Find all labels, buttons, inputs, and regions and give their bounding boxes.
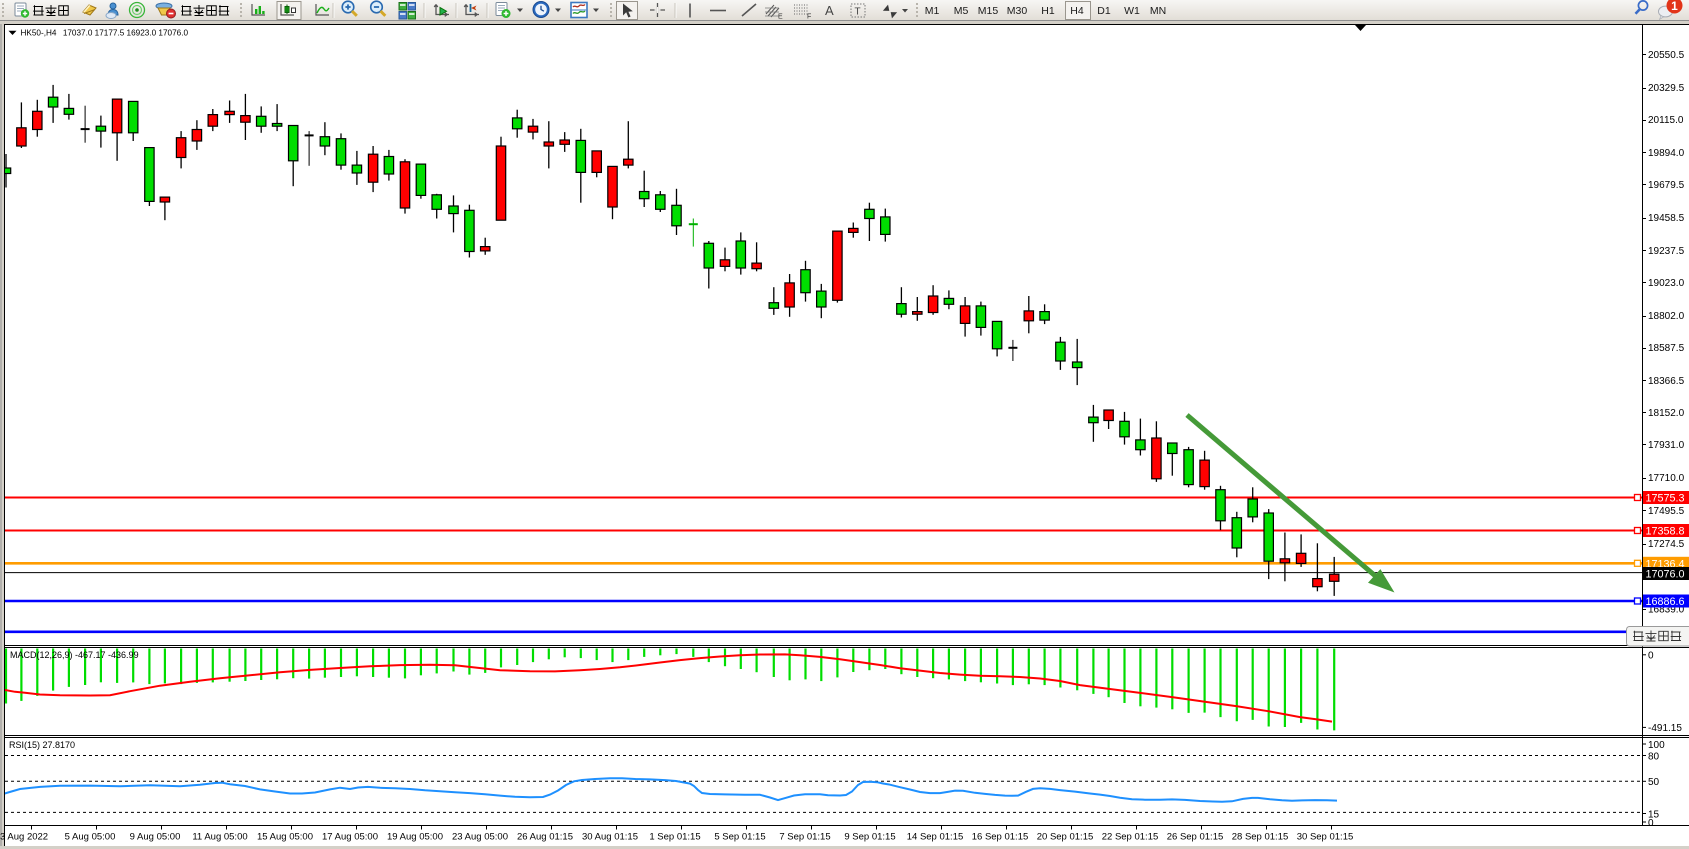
svg-text:16886.6: 16886.6 xyxy=(1646,596,1685,608)
svg-text:18587.5: 18587.5 xyxy=(1648,343,1685,354)
svg-text:30 Aug 01:15: 30 Aug 01:15 xyxy=(582,832,638,843)
svg-text:5 Sep 01:15: 5 Sep 01:15 xyxy=(714,832,765,843)
svg-text:23 Aug 05:00: 23 Aug 05:00 xyxy=(452,832,508,843)
svg-text:17274.5: 17274.5 xyxy=(1648,539,1685,550)
svg-text:0: 0 xyxy=(1648,818,1654,829)
svg-text:80: 80 xyxy=(1648,751,1660,762)
svg-text:W1: W1 xyxy=(1124,5,1140,17)
svg-text:E: E xyxy=(778,14,783,21)
svg-text:D1: D1 xyxy=(1097,5,1111,17)
svg-text:28 Sep 01:15: 28 Sep 01:15 xyxy=(1232,832,1289,843)
svg-text:18366.5: 18366.5 xyxy=(1648,376,1685,387)
svg-text:11 Aug 05:00: 11 Aug 05:00 xyxy=(192,832,247,843)
svg-text:50: 50 xyxy=(1648,777,1660,788)
svg-text:100: 100 xyxy=(1648,740,1665,751)
svg-text:20115.0: 20115.0 xyxy=(1648,115,1684,126)
svg-text:1: 1 xyxy=(1671,0,1678,13)
svg-text:15: 15 xyxy=(1648,809,1660,820)
svg-text:22 Sep 01:15: 22 Sep 01:15 xyxy=(1102,832,1159,843)
svg-text:F: F xyxy=(807,14,811,21)
svg-text:16839.0: 16839.0 xyxy=(1648,604,1685,615)
svg-text:17 Aug 05:00: 17 Aug 05:00 xyxy=(322,832,378,843)
svg-text:17495.5: 17495.5 xyxy=(1648,506,1685,517)
svg-text:M1: M1 xyxy=(925,5,940,17)
svg-text:19 Aug 05:00: 19 Aug 05:00 xyxy=(387,832,443,843)
svg-text:19237.5: 19237.5 xyxy=(1648,246,1685,257)
svg-text:M30: M30 xyxy=(1007,5,1028,17)
svg-text:RSI(15) 27.8170: RSI(15) 27.8170 xyxy=(9,740,75,750)
svg-text:MACD(12,26,9) -467.17 -436.99: MACD(12,26,9) -467.17 -436.99 xyxy=(10,650,139,660)
svg-text:17076.0: 17076.0 xyxy=(1646,569,1685,581)
svg-text:HK50-,H4 17037.0 17177.5 1692: HK50-,H4 17037.0 17177.5 16923.0 17076.0 xyxy=(21,28,189,37)
svg-text:5 Aug 05:00: 5 Aug 05:00 xyxy=(65,832,116,843)
svg-text:15 Aug 05:00: 15 Aug 05:00 xyxy=(257,832,313,843)
svg-text:14 Sep 01:15: 14 Sep 01:15 xyxy=(907,832,964,843)
svg-text:19894.0: 19894.0 xyxy=(1648,148,1685,159)
svg-text:M5: M5 xyxy=(954,5,969,17)
svg-text:20550.5: 20550.5 xyxy=(1648,50,1685,61)
svg-text:17931.0: 17931.0 xyxy=(1648,440,1685,451)
svg-text:17710.0: 17710.0 xyxy=(1648,473,1685,484)
svg-text:20 Sep 01:15: 20 Sep 01:15 xyxy=(1037,832,1094,843)
svg-text:18802.0: 18802.0 xyxy=(1648,311,1685,322)
svg-text:30 Sep 01:15: 30 Sep 01:15 xyxy=(1297,832,1354,843)
svg-text:19679.5: 19679.5 xyxy=(1648,180,1685,191)
svg-text:19023.0: 19023.0 xyxy=(1648,278,1685,289)
svg-text:H4: H4 xyxy=(1070,5,1084,17)
svg-text:9 Sep 01:15: 9 Sep 01:15 xyxy=(844,832,895,843)
svg-text:-491.15: -491.15 xyxy=(1648,723,1682,734)
svg-text:26 Aug 01:15: 26 Aug 01:15 xyxy=(517,832,573,843)
svg-text:M15: M15 xyxy=(978,5,999,17)
svg-text:17575.3: 17575.3 xyxy=(1646,493,1685,505)
svg-text:17358.8: 17358.8 xyxy=(1646,526,1685,538)
svg-text:A: A xyxy=(825,3,834,18)
svg-text:7 Sep 01:15: 7 Sep 01:15 xyxy=(779,832,830,843)
svg-text:26 Sep 01:15: 26 Sep 01:15 xyxy=(1167,832,1224,843)
svg-text:16 Sep 01:15: 16 Sep 01:15 xyxy=(972,832,1029,843)
svg-text:0: 0 xyxy=(1648,651,1654,662)
svg-text:MN: MN xyxy=(1150,5,1166,17)
svg-text:9 Aug 05:00: 9 Aug 05:00 xyxy=(130,832,181,843)
svg-text:1 Sep 01:15: 1 Sep 01:15 xyxy=(649,832,700,843)
svg-text:H1: H1 xyxy=(1041,5,1055,17)
svg-text:20329.5: 20329.5 xyxy=(1648,83,1685,94)
svg-text:19458.5: 19458.5 xyxy=(1648,213,1685,224)
svg-text:18152.0: 18152.0 xyxy=(1648,408,1685,419)
svg-text:T: T xyxy=(855,7,861,18)
svg-text:3 Aug 2022: 3 Aug 2022 xyxy=(0,832,48,843)
